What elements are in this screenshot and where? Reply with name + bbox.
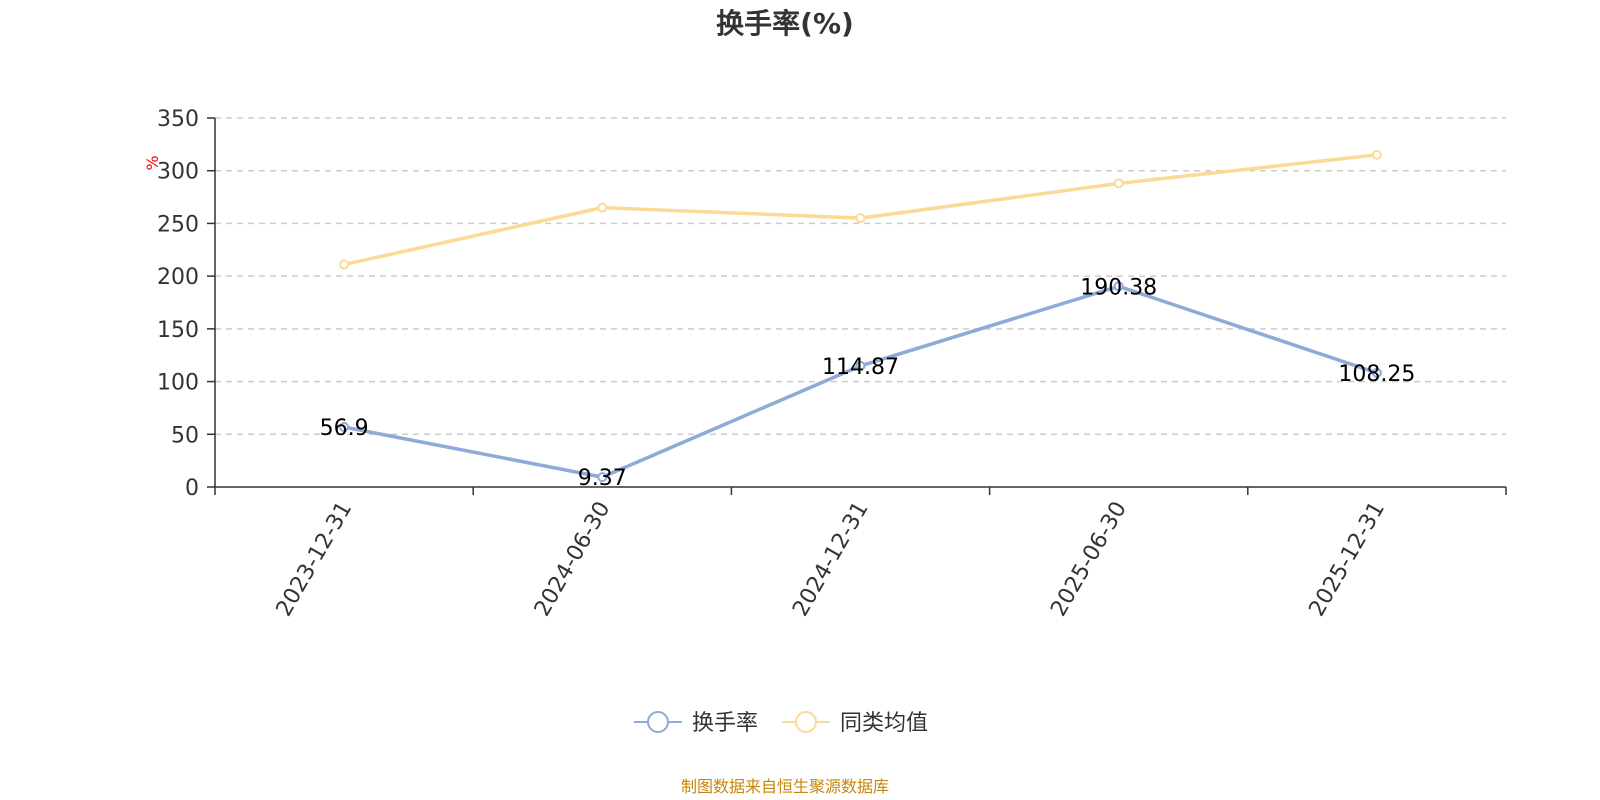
y-axis-ticks: 0 50 100 150 200 250 300 350: [157, 107, 215, 501]
y-tick-label: 300: [157, 160, 199, 185]
series-1: [339, 149, 1382, 270]
y-tick-label: 150: [157, 318, 199, 343]
legend[interactable]: 换手率 同类均值: [634, 711, 928, 736]
data-point[interactable]: [339, 259, 350, 270]
x-tick-label: 2024-06-30: [530, 498, 616, 621]
data-point[interactable]: [597, 202, 608, 213]
x-tick-label: 2025-12-31: [1305, 498, 1391, 621]
data-point[interactable]: [1113, 178, 1124, 189]
data-label: 114.87: [822, 355, 899, 380]
data-point[interactable]: [855, 213, 866, 224]
y-tick-label: 250: [157, 212, 199, 237]
x-axis-ticks: 2023-12-31 2024-06-30 2024-12-31 2025-06-30…: [214, 487, 1507, 621]
data-label: 190.38: [1080, 275, 1157, 300]
y-tick-label: 200: [157, 265, 199, 290]
data-point[interactable]: [1113, 281, 1124, 292]
x-tick-label: 2024-12-31: [788, 498, 874, 621]
data-label: 108.25: [1338, 362, 1415, 387]
legend-item-1[interactable]: 同类均值: [782, 711, 928, 736]
y-tick-label: 100: [157, 371, 199, 396]
chart-title: 换手率(%): [716, 7, 854, 40]
series-0: 56.9 9.37 114.87 190.38 108.25: [320, 275, 1416, 491]
legend-label: 换手率: [692, 711, 758, 736]
series-group: 56.9 9.37 114.87 190.38 108.25: [320, 149, 1416, 491]
y-tick-label: 350: [157, 107, 199, 132]
legend-marker: [795, 711, 817, 733]
source-note: 制图数据来自恒生聚源数据库: [681, 777, 889, 796]
y-tick-label: 50: [171, 423, 199, 448]
series-line: [343, 153, 1378, 267]
axes: [214, 118, 1506, 488]
y-axis-unit-label: %: [143, 155, 162, 170]
data-point[interactable]: [1371, 149, 1382, 160]
legend-marker: [647, 711, 669, 733]
y-tick-label: 0: [185, 476, 199, 501]
legend-item-0[interactable]: 换手率: [634, 711, 758, 736]
data-label: 56.9: [320, 416, 369, 441]
data-label: 9.37: [578, 466, 627, 491]
data-point[interactable]: [855, 360, 866, 371]
data-point[interactable]: [597, 472, 608, 483]
data-point[interactable]: [339, 422, 350, 433]
grid-lines: [215, 117, 1506, 436]
x-tick-label: 2023-12-31: [272, 498, 358, 621]
legend-label: 同类均值: [840, 711, 928, 736]
data-point[interactable]: [1371, 367, 1382, 378]
x-tick-label: 2025-06-30: [1046, 498, 1132, 621]
